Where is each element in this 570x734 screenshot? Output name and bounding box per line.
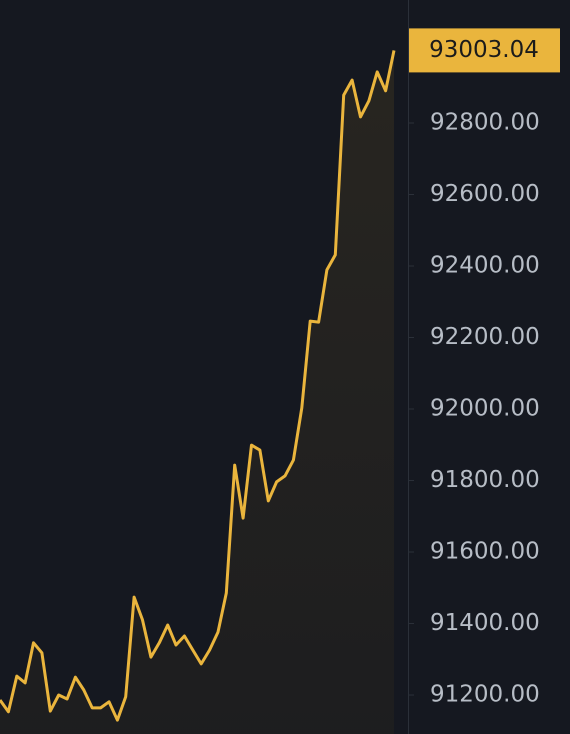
y-tick-label: 91200.00: [430, 682, 540, 708]
y-tick-label: 92200.00: [430, 324, 540, 350]
y-tick-label: 91600.00: [430, 539, 540, 565]
y-tick-label: 92000.00: [430, 396, 540, 422]
price-line: [0, 50, 396, 722]
price-tag: [409, 28, 560, 73]
y-tick-label: 92600.00: [430, 181, 540, 207]
y-tick-label: 91800.00: [430, 467, 540, 493]
y-tick-label: 92800.00: [430, 109, 540, 135]
price-tag-label: 93003.04: [429, 37, 539, 63]
y-tick-label: 91400.00: [430, 610, 540, 636]
area: [0, 50, 394, 734]
y-tick-label: 92400.00: [430, 252, 540, 278]
